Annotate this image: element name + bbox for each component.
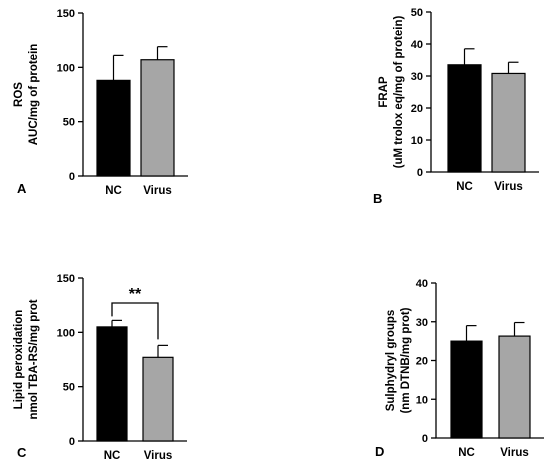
y-tick-label: 30 bbox=[416, 317, 428, 329]
y-tick-label: 50 bbox=[63, 117, 75, 129]
chart-panel-a: 0 50 100 150 NC Virus ROS AUC/mg of protein A bbox=[13, 8, 188, 197]
y-axis-label: (nm DTNB/mg prot) bbox=[400, 307, 412, 413]
chart-panel-d: 0 10 20 30 40 NC Virus Sulphydryl groups (nm DTN… bbox=[375, 278, 544, 459]
panel-letter: A bbox=[17, 181, 27, 196]
panel-letter: D bbox=[375, 444, 384, 459]
x-category-label: Virus bbox=[494, 181, 523, 193]
x-category-label: Virus bbox=[143, 185, 172, 197]
y-tick-label: 50 bbox=[411, 7, 423, 19]
y-axis-label: FRAP bbox=[378, 76, 390, 108]
y-axis-label: Lipid peroxidation bbox=[13, 310, 25, 410]
panel-letter: C bbox=[17, 445, 27, 460]
significance-label: ** bbox=[129, 286, 142, 303]
x-category-label: NC bbox=[105, 185, 122, 197]
y-axis-label: ROS bbox=[13, 82, 25, 107]
bar-virus bbox=[491, 72, 526, 173]
y-tick-label: 0 bbox=[417, 167, 423, 179]
significance-bracket bbox=[111, 302, 159, 340]
chart-panel-c: 0 50 100 150 NC Virus ** Lipid peroxidation nmol… bbox=[13, 273, 187, 462]
x-category-label: Virus bbox=[500, 447, 529, 459]
y-tick-label: 150 bbox=[57, 273, 75, 285]
bar-virus bbox=[498, 335, 531, 439]
y-tick-label: 40 bbox=[416, 278, 428, 290]
y-tick-label: 100 bbox=[57, 327, 75, 339]
x-category-label: NC bbox=[104, 450, 121, 462]
y-tick-label: 100 bbox=[57, 62, 75, 74]
bar-nc bbox=[96, 79, 131, 177]
y-axis-label: AUC/mg of protein bbox=[28, 44, 40, 146]
y-axis-label: nmol TBA-RS/mg prot bbox=[28, 299, 40, 419]
x-category-label: Virus bbox=[144, 450, 173, 462]
panel-letter: B bbox=[373, 191, 382, 206]
x-category-label: NC bbox=[458, 447, 475, 459]
y-tick-label: 150 bbox=[57, 8, 75, 20]
x-category-label: NC bbox=[456, 181, 473, 193]
bar-nc bbox=[447, 64, 482, 173]
y-tick-label: 40 bbox=[411, 39, 423, 51]
y-tick-label: 50 bbox=[63, 382, 75, 394]
bar-virus bbox=[140, 59, 175, 177]
y-tick-label: 20 bbox=[411, 103, 423, 115]
y-tick-label: 0 bbox=[422, 433, 428, 445]
y-tick-label: 0 bbox=[69, 436, 75, 448]
y-axis-label: (uM trolox eq/mg of protein) bbox=[393, 15, 405, 168]
bar-nc bbox=[450, 340, 483, 439]
y-tick-label: 10 bbox=[416, 394, 428, 406]
bar-nc bbox=[96, 326, 128, 442]
y-tick-label: 20 bbox=[416, 356, 428, 368]
y-tick-label: 30 bbox=[411, 71, 423, 83]
y-tick-label: 0 bbox=[69, 171, 75, 183]
y-tick-label: 10 bbox=[411, 135, 423, 147]
y-axis-label: Sulphydryl groups bbox=[385, 310, 397, 412]
bar-virus bbox=[142, 356, 174, 442]
chart-panel-b: 0 10 20 30 40 50 NC Virus FRAP (uM trolox eq/mg o… bbox=[373, 7, 539, 206]
